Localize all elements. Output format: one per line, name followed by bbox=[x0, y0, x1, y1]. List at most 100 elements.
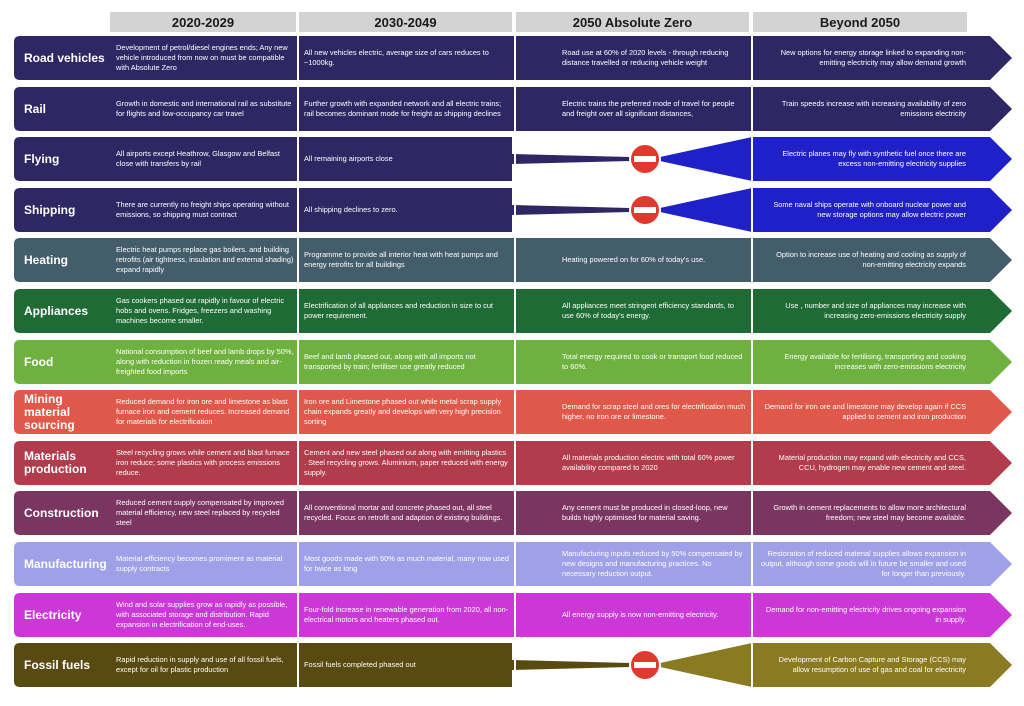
cell-c2: Iron ore and Limestone phased out while … bbox=[304, 397, 502, 426]
cell-c3: Any cement must be produced in closed-lo… bbox=[562, 503, 728, 522]
sector-row: Manufacturing Material efficiency becomes… bbox=[0, 542, 1024, 586]
header-2030-2049: 2030-2049 bbox=[299, 12, 512, 32]
sector-row: Heating Electric heat pumps replace gas b… bbox=[0, 238, 1024, 282]
row-arrow-shape bbox=[14, 340, 1012, 384]
sector-label: Rail bbox=[24, 101, 47, 116]
row-band bbox=[14, 390, 1012, 434]
cell-c4: Demand for non-emitting electricity driv… bbox=[765, 605, 966, 624]
row-arrow-shape bbox=[14, 542, 1012, 586]
row-arrow-shape bbox=[14, 491, 1012, 535]
cell-c1: Material efficiency becomes promiment as… bbox=[116, 554, 283, 573]
cell-c1: Electric heat pumps replace gas boilers.… bbox=[116, 245, 294, 274]
sector-row: Appliances Gas cookers phased out rapidly… bbox=[0, 289, 1024, 333]
sector-label: Manufacturing bbox=[24, 556, 107, 571]
row-arrow-shape bbox=[14, 441, 1012, 485]
cell-c4: New options for energy storage linked to… bbox=[780, 48, 966, 67]
sector-label: Road vehicles bbox=[24, 50, 105, 65]
sector-label: Fossil fuels bbox=[24, 657, 91, 672]
sector-row: Mining material sourcing Reduced demand f… bbox=[0, 390, 1024, 434]
sector-row: Electricity Wind and solar supplies grow … bbox=[0, 593, 1024, 637]
cell-c1: All airports except Heathrow, Glasgow an… bbox=[116, 149, 280, 168]
row-band bbox=[14, 340, 1012, 384]
sector-row: Shipping There are currently no freight s… bbox=[0, 188, 1024, 232]
cell-c1: There are currently no freight ships ope… bbox=[116, 200, 289, 219]
cell-c1: Reduced demand for iron ore and limeston… bbox=[116, 397, 290, 426]
cell-c2: Cement and new steel phased out along wi… bbox=[304, 448, 508, 477]
cell-c1: Steel recycling grows while cement and b… bbox=[116, 448, 290, 477]
cell-c3: Road use at 60% of 2020 levels - through… bbox=[562, 48, 729, 67]
cell-c3: Manufacturing inputs reduced by 50% comp… bbox=[562, 549, 743, 578]
cell-c2: All conventional mortar and concrete pha… bbox=[304, 503, 503, 522]
cell-c2: Fossil fuels completed phased out bbox=[304, 660, 416, 669]
sector-label: Flying bbox=[24, 151, 60, 166]
sector-row: Materials production Steel recycling grow… bbox=[0, 441, 1024, 485]
phase-out-wedge bbox=[14, 137, 630, 181]
row-band bbox=[14, 137, 1012, 181]
cell-c3: Demand for scrap steel and ores for elec… bbox=[562, 402, 746, 421]
header-beyond-2050: Beyond 2050 bbox=[753, 12, 967, 32]
cell-c1: Rapid reduction in supply and use of all… bbox=[116, 655, 284, 674]
row-band bbox=[14, 491, 1012, 535]
cell-c3: All energy supply is now non-emitting el… bbox=[562, 610, 719, 619]
cell-c4: Material production may expand with elec… bbox=[778, 453, 966, 472]
cell-c1: National consumption of beef and lamb dr… bbox=[116, 347, 294, 376]
row-band bbox=[14, 441, 1012, 485]
cell-c4: Electric planes may fly with synthetic f… bbox=[782, 149, 966, 168]
cell-c1: Reduced cement supply compensated by imp… bbox=[116, 498, 285, 527]
sector-row: Food National consumption of beef and lam… bbox=[0, 340, 1024, 384]
sector-label: Food bbox=[24, 354, 54, 369]
row-arrow-shape bbox=[14, 390, 1012, 434]
row-band bbox=[14, 643, 1012, 687]
cell-c3: All materials production electric with t… bbox=[562, 453, 735, 472]
phase-out-wedge bbox=[14, 643, 630, 687]
sector-label: Electricity bbox=[24, 607, 82, 622]
row-band bbox=[14, 36, 1012, 80]
no-entry-icon bbox=[629, 194, 661, 226]
cell-c4: Some naval ships operate with onboard nu… bbox=[773, 200, 966, 219]
sector-label: Mining material sourcing bbox=[24, 391, 75, 432]
row-band bbox=[14, 542, 1012, 586]
cell-c2: Further growth with expanded network and… bbox=[304, 99, 502, 118]
row-band bbox=[14, 593, 1012, 637]
row-arrow-shape bbox=[14, 238, 1012, 282]
cell-c4: Train speeds increase with increasing av… bbox=[781, 99, 966, 118]
cell-c2: All shipping declines to zero. bbox=[304, 205, 398, 214]
row-band bbox=[14, 188, 1012, 232]
cell-c4: Restoration of reduced material supplies… bbox=[760, 549, 966, 578]
cell-c4: Growth in cement replacements to allow m… bbox=[773, 503, 966, 522]
cell-c4: Development of Carbon Capture and Storag… bbox=[778, 655, 966, 674]
cell-c3: Heating powered on for 60% of today's us… bbox=[562, 255, 706, 264]
cell-c3: Total energy required to cook or transpo… bbox=[562, 352, 743, 371]
sector-row: Flying All airports except Heathrow, Glas… bbox=[0, 137, 1024, 181]
cell-c1: Wind and solar supplies grow as rapidly … bbox=[116, 600, 288, 629]
cell-c4: Energy available for fertilising, transp… bbox=[784, 352, 966, 371]
sector-label: Appliances bbox=[24, 303, 89, 318]
revival-wedge bbox=[660, 643, 1012, 687]
row-arrow-shape bbox=[14, 87, 1012, 131]
row-arrow-shape bbox=[14, 593, 1012, 637]
cell-c2: All remaining airports close bbox=[304, 154, 393, 163]
header-2020-2029: 2020-2029 bbox=[110, 12, 296, 32]
cell-c3: Electric trains the preferred mode of tr… bbox=[562, 99, 735, 118]
header-2050-absolute-zero: 2050 Absolute Zero bbox=[516, 12, 749, 32]
cell-c4: Demand for iron ore and limestone may de… bbox=[764, 402, 966, 421]
cell-c1: Gas cookers phased out rapidly in favour… bbox=[116, 296, 285, 325]
no-entry-icon bbox=[629, 143, 661, 175]
cell-c1: Growth in domestic and international rai… bbox=[116, 99, 292, 118]
sector-row: Road vehicles Development of petrol/diese… bbox=[0, 36, 1024, 80]
cell-c1: Development of petrol/diesel engines end… bbox=[116, 43, 288, 72]
cell-c3: All appliances meet stringent efficiency… bbox=[562, 301, 734, 320]
sector-row: Rail Growth in domestic and international… bbox=[0, 87, 1024, 131]
row-band bbox=[14, 87, 1012, 131]
row-band bbox=[14, 289, 1012, 333]
cell-c2: Four-fold increase in renewable generati… bbox=[304, 605, 509, 624]
cell-c2: Most goods made with 50% as much materia… bbox=[304, 554, 509, 573]
sector-label: Materials production bbox=[24, 449, 87, 476]
revival-wedge bbox=[660, 188, 1012, 232]
sector-row: Fossil fuels Rapid reduction in supply an… bbox=[0, 643, 1024, 687]
sector-row: Construction Reduced cement supply compen… bbox=[0, 491, 1024, 535]
row-arrow-shape bbox=[14, 36, 1012, 80]
revival-wedge bbox=[660, 137, 1012, 181]
sector-label: Construction bbox=[24, 505, 99, 520]
cell-c2: Programme to provide all interior heat w… bbox=[304, 250, 498, 269]
